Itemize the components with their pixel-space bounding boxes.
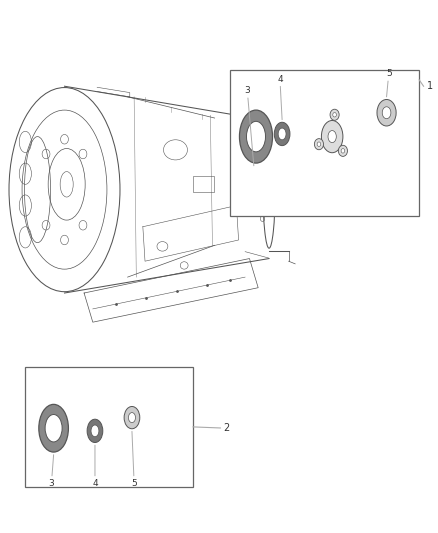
Ellipse shape [330,109,339,120]
Ellipse shape [128,413,135,423]
Text: 3: 3 [49,455,54,488]
Text: 5: 5 [386,69,392,97]
Ellipse shape [333,112,336,117]
Text: 3: 3 [244,86,254,166]
Ellipse shape [382,107,391,119]
Bar [230,70,419,216]
Ellipse shape [39,405,68,452]
Ellipse shape [321,120,343,153]
Text: 2: 2 [193,423,230,433]
Ellipse shape [328,131,336,143]
Ellipse shape [377,100,396,126]
Ellipse shape [247,122,265,152]
Ellipse shape [339,146,347,156]
Ellipse shape [317,142,321,147]
Ellipse shape [240,110,272,163]
Ellipse shape [278,128,286,140]
Ellipse shape [124,407,140,429]
Ellipse shape [274,122,290,146]
Text: 4: 4 [92,445,98,488]
Ellipse shape [87,419,103,442]
Text: 1: 1 [427,81,433,91]
Text: 5: 5 [131,431,137,488]
Ellipse shape [341,149,345,153]
Text: 4: 4 [277,75,283,119]
Ellipse shape [91,425,99,437]
Bar [193,176,214,192]
Ellipse shape [314,139,324,150]
Ellipse shape [45,415,62,442]
Bar [25,367,193,487]
